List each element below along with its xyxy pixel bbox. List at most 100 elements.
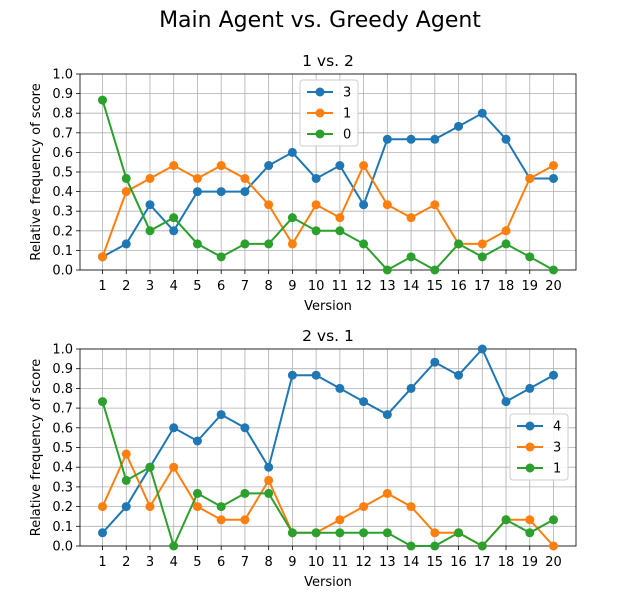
y-tick-label: 0.9 bbox=[52, 87, 73, 102]
data-point-1 bbox=[501, 515, 511, 525]
y-tick-label: 0.0 bbox=[52, 540, 73, 555]
x-tick-label: 6 bbox=[217, 279, 225, 294]
y-tick-label: 0.8 bbox=[52, 107, 73, 122]
data-point-1 bbox=[264, 200, 274, 210]
data-point-4 bbox=[501, 397, 511, 407]
data-point-1 bbox=[240, 173, 250, 183]
data-point-1 bbox=[287, 528, 297, 538]
data-point-1 bbox=[192, 173, 202, 183]
data-point-3 bbox=[359, 502, 369, 512]
data-point-3 bbox=[406, 134, 416, 144]
figure-title: Main Agent vs. Greedy Agent bbox=[159, 8, 481, 33]
x-tick-label: 11 bbox=[332, 279, 349, 294]
y-tick-label: 0.1 bbox=[52, 244, 73, 259]
x-tick-label: 7 bbox=[241, 279, 249, 294]
x-tick-label: 20 bbox=[545, 555, 562, 570]
data-point-3 bbox=[240, 515, 250, 525]
x-tick-label: 7 bbox=[241, 555, 249, 570]
data-point-3 bbox=[216, 187, 226, 197]
legend-marker bbox=[525, 421, 535, 431]
data-point-1 bbox=[501, 226, 511, 236]
x-tick-label: 4 bbox=[170, 555, 178, 570]
data-point-3 bbox=[287, 147, 297, 157]
legend-label: 0 bbox=[343, 128, 351, 143]
y-tick-label: 0.4 bbox=[52, 461, 73, 476]
data-point-1 bbox=[98, 252, 107, 262]
data-point-3 bbox=[169, 462, 179, 472]
x-tick-label: 19 bbox=[521, 555, 538, 570]
legend-label: 3 bbox=[553, 441, 561, 456]
x-axis-label: Version bbox=[304, 299, 352, 314]
data-point-1 bbox=[382, 200, 392, 210]
data-point-0 bbox=[264, 239, 274, 249]
data-point-0 bbox=[525, 252, 535, 262]
subplot-1-vs-2: 1 2 3 4 5 6 7 8 9 10 11 12 13 14 15 16 17 18 19 200.00.10.2… bbox=[29, 52, 577, 314]
x-tick-label: 17 bbox=[474, 555, 491, 570]
x-tick-label: 17 bbox=[474, 279, 491, 294]
data-point-3 bbox=[477, 108, 487, 118]
data-point-4 bbox=[98, 528, 107, 538]
series-line-1 bbox=[101, 401, 554, 549]
y-tick-label: 0.6 bbox=[52, 421, 73, 436]
data-point-4 bbox=[382, 410, 392, 420]
x-tick-label: 13 bbox=[379, 555, 396, 570]
data-point-4 bbox=[264, 462, 274, 472]
data-point-0 bbox=[501, 239, 511, 249]
y-tick-label: 0.2 bbox=[52, 224, 73, 239]
y-tick-label: 0.2 bbox=[52, 500, 73, 515]
data-point-4 bbox=[240, 423, 250, 433]
data-point-3 bbox=[264, 475, 274, 485]
data-point-1 bbox=[264, 488, 274, 498]
data-point-0 bbox=[477, 252, 487, 262]
legend-marker bbox=[525, 442, 535, 452]
x-tick-label: 13 bbox=[379, 279, 396, 294]
data-point-1 bbox=[216, 161, 226, 171]
data-point-4 bbox=[549, 370, 558, 380]
x-tick-label: 2 bbox=[122, 555, 130, 570]
series-line-4 bbox=[101, 347, 554, 534]
x-tick-label: 5 bbox=[193, 555, 201, 570]
data-point-0 bbox=[192, 239, 202, 249]
y-tick-label: 1.0 bbox=[52, 343, 73, 358]
x-tick-label: 12 bbox=[355, 555, 372, 570]
subplot-2-vs-1: 1 2 3 4 5 6 7 8 9 10 11 12 13 14 15 16 17 18 19 200.00.10.2… bbox=[29, 327, 577, 590]
data-point-4 bbox=[121, 502, 131, 512]
x-tick-label: 8 bbox=[265, 279, 273, 294]
legend-marker bbox=[315, 108, 325, 118]
x-tick-label: 8 bbox=[265, 555, 273, 570]
y-tick-label: 0.1 bbox=[52, 520, 73, 535]
x-tick-label: 6 bbox=[217, 555, 225, 570]
data-point-4 bbox=[430, 357, 440, 367]
data-point-1 bbox=[145, 173, 155, 183]
x-tick-label: 1 bbox=[98, 555, 106, 570]
data-point-4 bbox=[525, 383, 535, 393]
x-tick-label: 18 bbox=[498, 555, 515, 570]
y-tick-label: 0.3 bbox=[52, 205, 73, 220]
x-tick-label: 10 bbox=[308, 279, 325, 294]
y-tick-label: 0.7 bbox=[52, 402, 73, 417]
data-point-0 bbox=[145, 226, 155, 236]
data-point-3 bbox=[549, 541, 558, 551]
legend-marker bbox=[525, 463, 535, 473]
y-tick-label: 0.3 bbox=[52, 480, 73, 495]
data-point-1 bbox=[549, 161, 558, 171]
x-tick-label: 9 bbox=[288, 279, 296, 294]
data-point-3 bbox=[192, 502, 202, 512]
x-tick-label: 12 bbox=[355, 279, 372, 294]
x-tick-label: 10 bbox=[308, 555, 325, 570]
data-point-3 bbox=[216, 515, 226, 525]
data-point-0 bbox=[406, 252, 416, 262]
data-point-1 bbox=[477, 541, 487, 551]
x-tick-label: 5 bbox=[193, 279, 201, 294]
x-tick-label: 20 bbox=[545, 279, 562, 294]
legend-label: 1 bbox=[553, 462, 561, 477]
data-point-3 bbox=[382, 134, 392, 144]
data-point-3 bbox=[335, 515, 345, 525]
series-line-0 bbox=[101, 99, 554, 272]
data-point-3 bbox=[549, 173, 558, 183]
x-tick-label: 3 bbox=[146, 555, 154, 570]
data-point-0 bbox=[335, 226, 345, 236]
data-point-1 bbox=[430, 541, 440, 551]
data-point-3 bbox=[501, 134, 511, 144]
